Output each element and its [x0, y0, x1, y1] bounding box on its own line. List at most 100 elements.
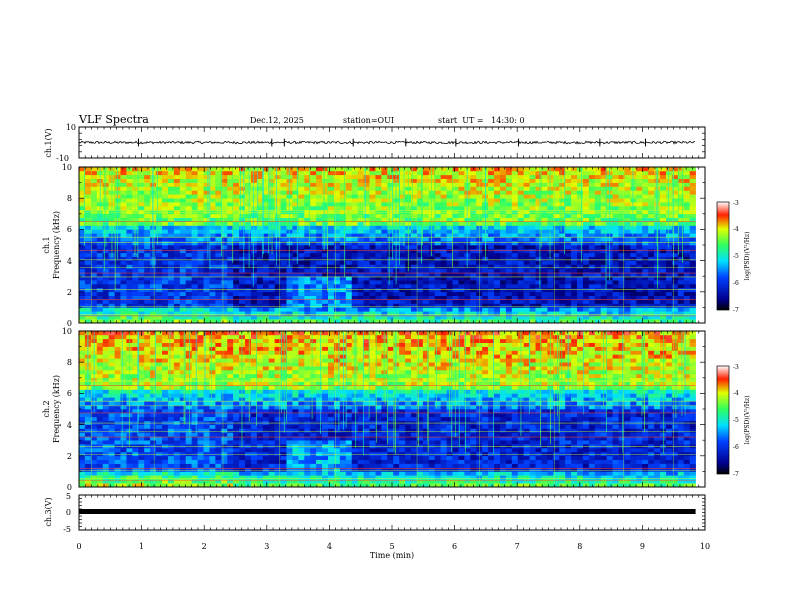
s1-cell [523, 299, 530, 304]
s1-cell [606, 284, 613, 289]
s2-cell [156, 483, 163, 488]
s1-cell [322, 315, 329, 320]
s2-cell [162, 424, 169, 429]
s1-cell [393, 315, 400, 320]
s1-cell [79, 167, 86, 172]
s2-cell [173, 483, 181, 488]
s1-cell [333, 252, 341, 257]
s1-cell [156, 202, 163, 207]
s2-cell [138, 448, 145, 453]
s1-cell [197, 319, 204, 324]
s1-cell [434, 198, 441, 203]
s1-cell [547, 256, 554, 261]
s1-cell [411, 307, 418, 312]
s1-cell [582, 170, 590, 176]
s1-cell [333, 276, 341, 281]
s1-cell [452, 190, 459, 195]
s1-cell [357, 307, 364, 312]
s1-cell [328, 264, 335, 269]
s1-cell [156, 299, 163, 304]
s1-cell [167, 186, 175, 191]
s1-cell [381, 190, 388, 195]
s1-cell [144, 311, 151, 316]
s1-cell [476, 256, 483, 261]
s1-cell [316, 186, 323, 191]
s1-cell [452, 264, 459, 269]
s2-cell [108, 483, 115, 488]
s1-cell [476, 225, 483, 230]
s2-cell [162, 385, 169, 390]
s1-cell [328, 280, 335, 285]
s1-cell [488, 256, 495, 261]
s1-cell [683, 280, 690, 285]
s1-cell [482, 248, 489, 254]
s1-cell [197, 198, 204, 203]
s1-cell [393, 284, 400, 289]
s1-cell [488, 245, 495, 250]
s1-cell [577, 237, 584, 242]
s1-cell [399, 295, 406, 300]
s1-cell [221, 233, 228, 238]
s2-cell [114, 397, 121, 402]
s1-cell [660, 245, 667, 250]
s1-cell [363, 307, 370, 312]
s1-cell [594, 174, 602, 179]
s1-cell [132, 299, 139, 304]
s1-cell [677, 245, 685, 250]
s1-cell [316, 276, 323, 281]
s1-cell [428, 311, 436, 316]
s1-cell [683, 307, 690, 312]
s2-cell [90, 448, 98, 453]
s1-cell [517, 202, 524, 207]
s1-cell [126, 248, 133, 254]
s1-cell [304, 213, 311, 218]
s1-cell [416, 229, 424, 234]
s1-cell [470, 287, 477, 293]
s2-cell [167, 416, 175, 421]
s1-cell [476, 213, 483, 218]
s1-cell [280, 299, 287, 304]
s1-cell [298, 194, 305, 199]
s1-cell [636, 268, 643, 273]
s1-cell [79, 291, 86, 296]
s1-cell [96, 264, 104, 269]
s1-cell [434, 170, 441, 176]
s1-cell [416, 307, 424, 312]
s1-cell [173, 260, 181, 265]
s1-cell [239, 299, 246, 304]
s1-cell [298, 178, 305, 183]
s1-cell [565, 174, 572, 179]
s1-cell [120, 315, 127, 320]
s1-cell [363, 217, 370, 222]
s1-cell [191, 229, 198, 234]
s1-cell [577, 245, 584, 250]
s1-cell [523, 248, 530, 254]
s1-cell [665, 295, 673, 300]
s1-cell [440, 307, 447, 312]
s1-cell [114, 287, 121, 293]
s1-cell [559, 237, 566, 242]
s1-cell [630, 229, 637, 234]
s2-cell [120, 366, 127, 371]
s2-cell [144, 405, 151, 410]
s2-cell [156, 436, 163, 441]
s1-cell [221, 167, 228, 172]
s1-cell [600, 167, 607, 172]
s1-cell [84, 190, 92, 195]
s1-cell [606, 315, 613, 320]
s1-cell [494, 295, 501, 300]
s1-cell [328, 221, 335, 226]
s1-cell [565, 311, 572, 316]
s1-cell [416, 186, 424, 191]
s1-cell [286, 237, 293, 242]
s1-cell [369, 268, 376, 273]
s1-cell [671, 295, 679, 300]
s1-cell [529, 225, 536, 230]
s1-cell [375, 178, 382, 183]
s1-cell [227, 264, 234, 269]
s1-cell [600, 311, 607, 316]
s1-cell [280, 229, 287, 234]
s1-cell [577, 221, 584, 226]
s1-cell [588, 190, 596, 195]
s1-cell [582, 217, 590, 222]
